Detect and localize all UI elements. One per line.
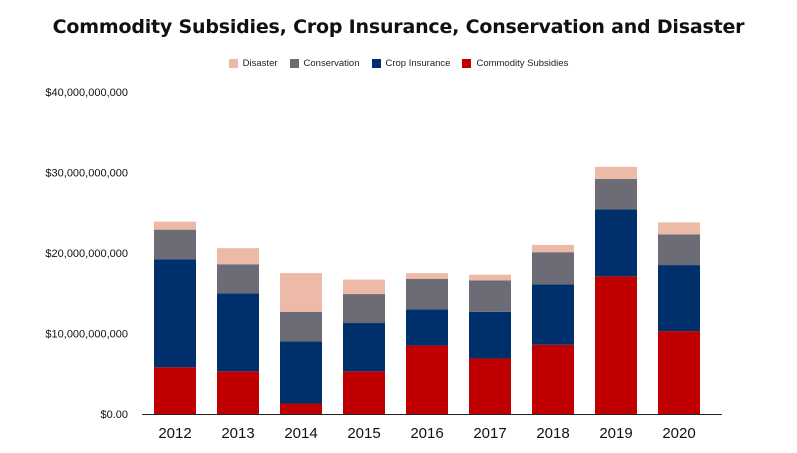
x-tick-label: 2013 bbox=[221, 425, 254, 442]
bar-segment-crop-insurance bbox=[406, 309, 448, 346]
bar-segment-commodity-subsidies bbox=[217, 371, 259, 414]
bar-segment-disaster bbox=[595, 166, 637, 179]
bar-segment-crop-insurance bbox=[154, 259, 196, 368]
bar-segment-conservation bbox=[154, 229, 196, 260]
bar-segment-disaster bbox=[406, 273, 448, 279]
bar-segment-disaster bbox=[343, 279, 385, 295]
bar-segment-commodity-subsidies bbox=[595, 276, 637, 414]
legend-label-conservation: Conservation bbox=[303, 58, 360, 69]
bar-segment-commodity-subsidies bbox=[469, 358, 511, 414]
bar-segment-conservation bbox=[280, 311, 322, 342]
bar-segment-commodity-subsidies bbox=[532, 344, 574, 414]
bar-segment-disaster bbox=[280, 273, 322, 312]
legend-item-conservation: Conservation bbox=[289, 58, 360, 69]
bar-segment-crop-insurance bbox=[532, 284, 574, 345]
bar-segment-commodity-subsidies bbox=[658, 331, 700, 414]
y-tick-label: $20,000,000,000 bbox=[45, 248, 128, 260]
legend-item-crop-insurance: Crop Insurance bbox=[371, 58, 451, 69]
legend-swatch-crop-insurance bbox=[371, 59, 381, 68]
bar-segment-disaster bbox=[469, 274, 511, 281]
bar-segment-crop-insurance bbox=[217, 293, 259, 372]
bar-segment-disaster bbox=[217, 248, 259, 265]
bar-segment-crop-insurance bbox=[280, 341, 322, 404]
bar-segment-disaster bbox=[532, 244, 574, 253]
bar-segment-crop-insurance bbox=[343, 323, 385, 372]
x-tick-label: 2020 bbox=[662, 425, 695, 442]
bar-segment-conservation bbox=[595, 178, 637, 210]
bar-segment-conservation bbox=[217, 264, 259, 294]
bar-segment-commodity-subsidies bbox=[154, 367, 196, 414]
bar-segment-crop-insurance bbox=[469, 311, 511, 359]
x-tick-label: 2018 bbox=[536, 425, 569, 442]
bar-segment-conservation bbox=[532, 252, 574, 285]
bar-segment-conservation bbox=[469, 280, 511, 312]
legend-item-disaster: Disaster bbox=[228, 58, 278, 69]
bar-segment-commodity-subsidies bbox=[343, 371, 385, 414]
legend-swatch-conservation bbox=[289, 59, 299, 68]
bar-segment-crop-insurance bbox=[658, 265, 700, 332]
y-tick-label: $0.00 bbox=[100, 409, 128, 421]
x-tick-label: 2016 bbox=[410, 425, 443, 442]
bar-segment-disaster bbox=[154, 221, 196, 230]
x-tick-label: 2014 bbox=[284, 425, 317, 442]
legend-item-commodity-subsidies: Commodity Subsidies bbox=[462, 58, 568, 69]
bar-segment-commodity-subsidies bbox=[406, 345, 448, 414]
y-tick-label: $30,000,000,000 bbox=[45, 168, 128, 180]
chart-title: Commodity Subsidies, Crop Insurance, Con… bbox=[52, 16, 745, 38]
bar-segment-conservation bbox=[343, 294, 385, 324]
y-tick-label: $10,000,000,000 bbox=[45, 329, 128, 341]
legend-label-commodity-subsidies: Commodity Subsidies bbox=[476, 58, 569, 69]
legend-label-crop-insurance: Crop Insurance bbox=[385, 58, 451, 69]
bar-segment-commodity-subsidies bbox=[280, 403, 322, 414]
bar-segment-conservation bbox=[658, 234, 700, 266]
legend-swatch-commodity-subsidies bbox=[462, 59, 472, 68]
legend-label-disaster: Disaster bbox=[242, 58, 278, 69]
x-tick-label: 2017 bbox=[473, 425, 506, 442]
y-tick-label: $40,000,000,000 bbox=[45, 87, 128, 99]
x-tick-label: 2012 bbox=[158, 425, 191, 442]
x-tick-label: 2019 bbox=[599, 425, 632, 442]
chart-legend: Disaster Conservation Crop Insurance Com… bbox=[0, 58, 797, 69]
legend-swatch-disaster bbox=[228, 59, 238, 68]
bar-segment-conservation bbox=[406, 278, 448, 310]
x-tick-label: 2015 bbox=[347, 425, 380, 442]
bar-segment-crop-insurance bbox=[595, 209, 637, 277]
bar-segment-disaster bbox=[658, 222, 700, 235]
